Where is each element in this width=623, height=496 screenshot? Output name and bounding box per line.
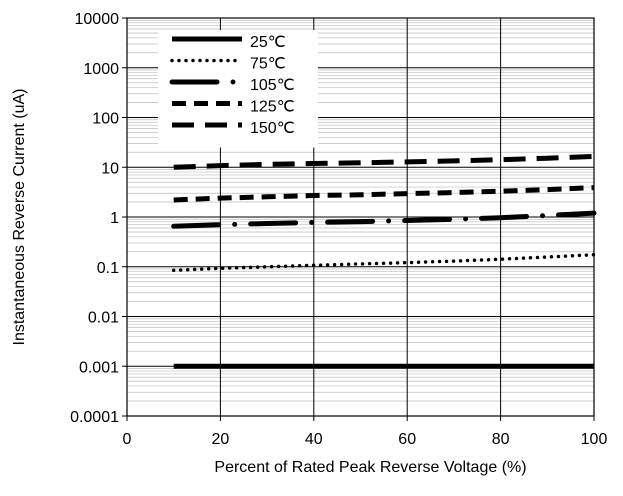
x-tick-label: 40 — [305, 431, 323, 448]
x-tick-label: 100 — [581, 431, 608, 448]
y-axis-title: Instantaneous Reverse Current (uA) — [11, 88, 28, 345]
y-tick-label: 100 — [92, 111, 119, 128]
legend-item: 75℃ — [170, 56, 286, 73]
x-tick-label: 20 — [212, 431, 230, 448]
series-line-4 — [173, 185, 595, 203]
y-tick-label: 10 — [101, 160, 119, 177]
x-tick-label: 0 — [123, 431, 132, 448]
y-tick-label: 0.1 — [97, 260, 119, 277]
legend-box — [158, 30, 318, 148]
legend-label: 75℃ — [250, 56, 286, 73]
legend-label: 150℃ — [250, 120, 295, 137]
x-tick-label: 60 — [398, 431, 416, 448]
y-tick-label: 0.01 — [88, 310, 119, 327]
y-tick-label: 10000 — [75, 11, 120, 28]
legend-item: 125℃ — [172, 99, 295, 116]
series-line-5 — [173, 153, 595, 170]
x-axis-title: Percent of Rated Peak Reverse Voltage (%… — [214, 459, 526, 476]
legend-item: 105℃ — [169, 77, 295, 94]
legend-label: 105℃ — [250, 77, 295, 94]
x-tick-label: 80 — [492, 431, 510, 448]
grid-layer — [126, 17, 595, 417]
series-line-2 — [171, 252, 596, 273]
legend-label: 125℃ — [250, 99, 295, 116]
legend-items: 25℃ 75℃ 105℃ 125℃ 150℃ — [169, 34, 295, 137]
legend-label: 25℃ — [250, 34, 286, 51]
legend-item: 150℃ — [172, 120, 295, 137]
tick-layer: 0.0001 0.001 0.01 0.1 1 10 100 1000 10000 0 20 40 60… — [70, 11, 607, 448]
legend: 25℃ 75℃ 105℃ 125℃ 150℃ — [158, 30, 318, 148]
y-tick-label: 0.0001 — [70, 409, 119, 426]
y-tick-label: 0.001 — [79, 359, 119, 376]
series-layer — [171, 153, 597, 369]
y-tick-label: 1 — [110, 210, 119, 227]
y-tick-label: 1000 — [83, 61, 119, 78]
legend-item: 25℃ — [172, 34, 286, 51]
series-line-3 — [171, 210, 597, 229]
